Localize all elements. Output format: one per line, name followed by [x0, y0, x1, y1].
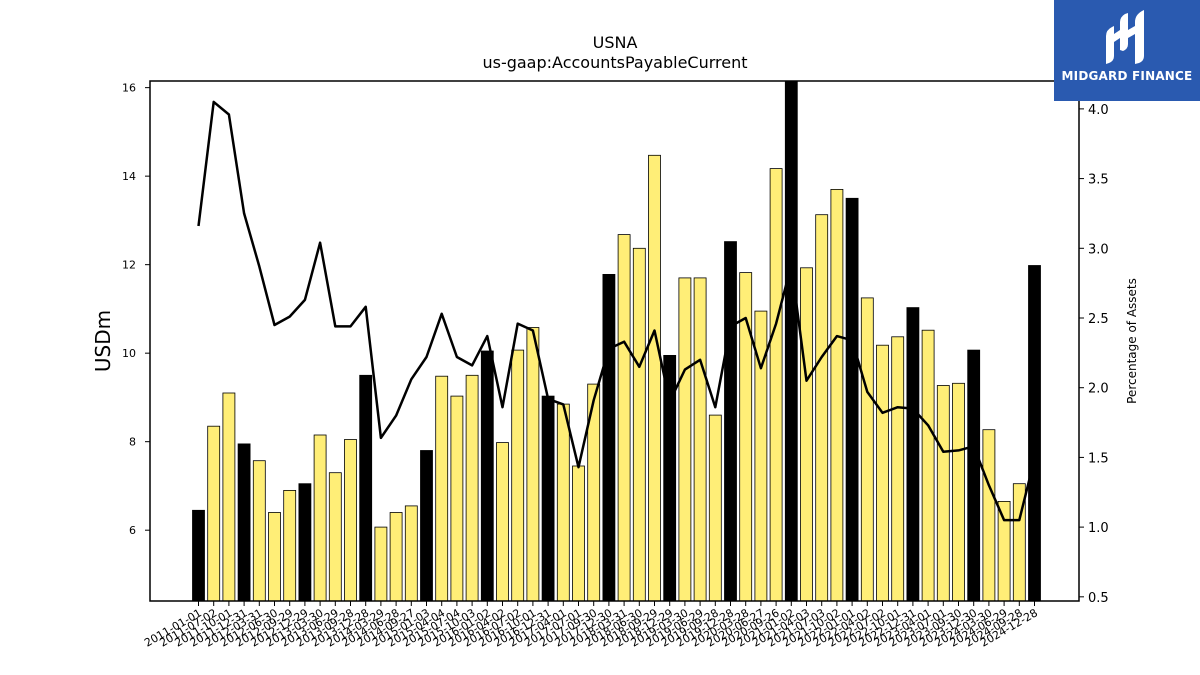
bar	[480, 350, 494, 602]
brand-logo: MIDGARD FINANCE	[1054, 0, 1200, 101]
y-tick-label: 10	[122, 347, 136, 360]
brand-name: MIDGARD FINANCE	[1061, 69, 1193, 83]
bar	[222, 392, 236, 602]
bar	[420, 450, 433, 602]
y2-tick-label: 3.0	[1088, 242, 1109, 257]
bar	[572, 465, 585, 602]
bar	[724, 241, 737, 602]
bar	[541, 395, 555, 602]
bar	[906, 307, 920, 602]
bar	[815, 214, 829, 602]
y2-tick-label: 0.5	[1088, 591, 1109, 606]
y-axis-label: USDm	[91, 310, 115, 372]
bar	[465, 374, 479, 602]
y2-tick-label: 1.0	[1088, 521, 1109, 536]
midgard-mark-icon	[1106, 10, 1144, 64]
bar	[359, 374, 373, 602]
y-axis-right: 0.5 1.0 1.5 2.0 2.5 3.0 3.5 4.0	[1079, 103, 1109, 606]
series-line	[197, 100, 1036, 522]
bar	[526, 327, 540, 602]
chart-title: USNA	[593, 33, 638, 52]
bar	[708, 414, 722, 602]
bar	[860, 297, 874, 602]
bar	[602, 273, 616, 602]
bar	[830, 188, 844, 602]
bar	[784, 80, 798, 602]
y2-tick-label: 3.5	[1088, 173, 1109, 188]
bar	[891, 336, 905, 602]
bar	[967, 349, 981, 602]
line-series	[197, 100, 1036, 522]
y-tick-label: 14	[122, 170, 136, 183]
bar	[389, 512, 403, 602]
y-tick-label: 6	[129, 524, 136, 537]
bar	[207, 425, 221, 602]
x-axis: 2011-01-012011-07-022011-10-012011-12-31…	[142, 601, 1040, 650]
bar	[936, 385, 950, 602]
bar	[952, 382, 965, 602]
bar	[876, 344, 889, 602]
bar	[374, 526, 388, 602]
bar	[435, 375, 449, 602]
bar	[237, 443, 251, 602]
y-tick-label: 12	[122, 259, 136, 272]
bar	[800, 267, 813, 602]
bar	[450, 395, 464, 602]
bar	[617, 234, 631, 602]
bar	[648, 154, 661, 602]
bar	[192, 509, 205, 602]
y2-tick-label: 2.5	[1088, 312, 1109, 327]
bar	[921, 329, 935, 602]
chart-subtitle: us-gaap:AccountsPayableCurrent	[482, 53, 747, 72]
bar	[982, 429, 996, 602]
bar	[344, 439, 357, 602]
bar	[313, 434, 327, 602]
bar	[769, 168, 783, 602]
y-axis-left: 6 8 10 12 14 16	[122, 82, 150, 537]
bar-series	[192, 80, 1041, 602]
bar	[1028, 265, 1041, 602]
bar	[511, 349, 525, 602]
bar	[283, 489, 297, 602]
bar	[496, 442, 509, 602]
bar	[632, 247, 646, 602]
bar	[997, 500, 1011, 602]
y-tick-label: 16	[122, 82, 136, 95]
bar	[328, 472, 342, 602]
y2-tick-label: 4.0	[1088, 103, 1109, 118]
y2-tick-label: 2.0	[1088, 382, 1109, 397]
bar	[693, 277, 707, 602]
bar	[556, 403, 570, 602]
bar	[845, 197, 859, 602]
bar	[252, 460, 266, 602]
plot-frame	[149, 80, 1080, 602]
y-tick-label: 8	[129, 436, 136, 449]
bar	[268, 512, 281, 602]
bar	[404, 505, 418, 602]
y2-tick-label: 1.5	[1088, 451, 1109, 466]
y2-axis-label: Percentage of Assets	[1125, 278, 1139, 404]
bar	[678, 277, 692, 602]
bar	[298, 483, 312, 602]
